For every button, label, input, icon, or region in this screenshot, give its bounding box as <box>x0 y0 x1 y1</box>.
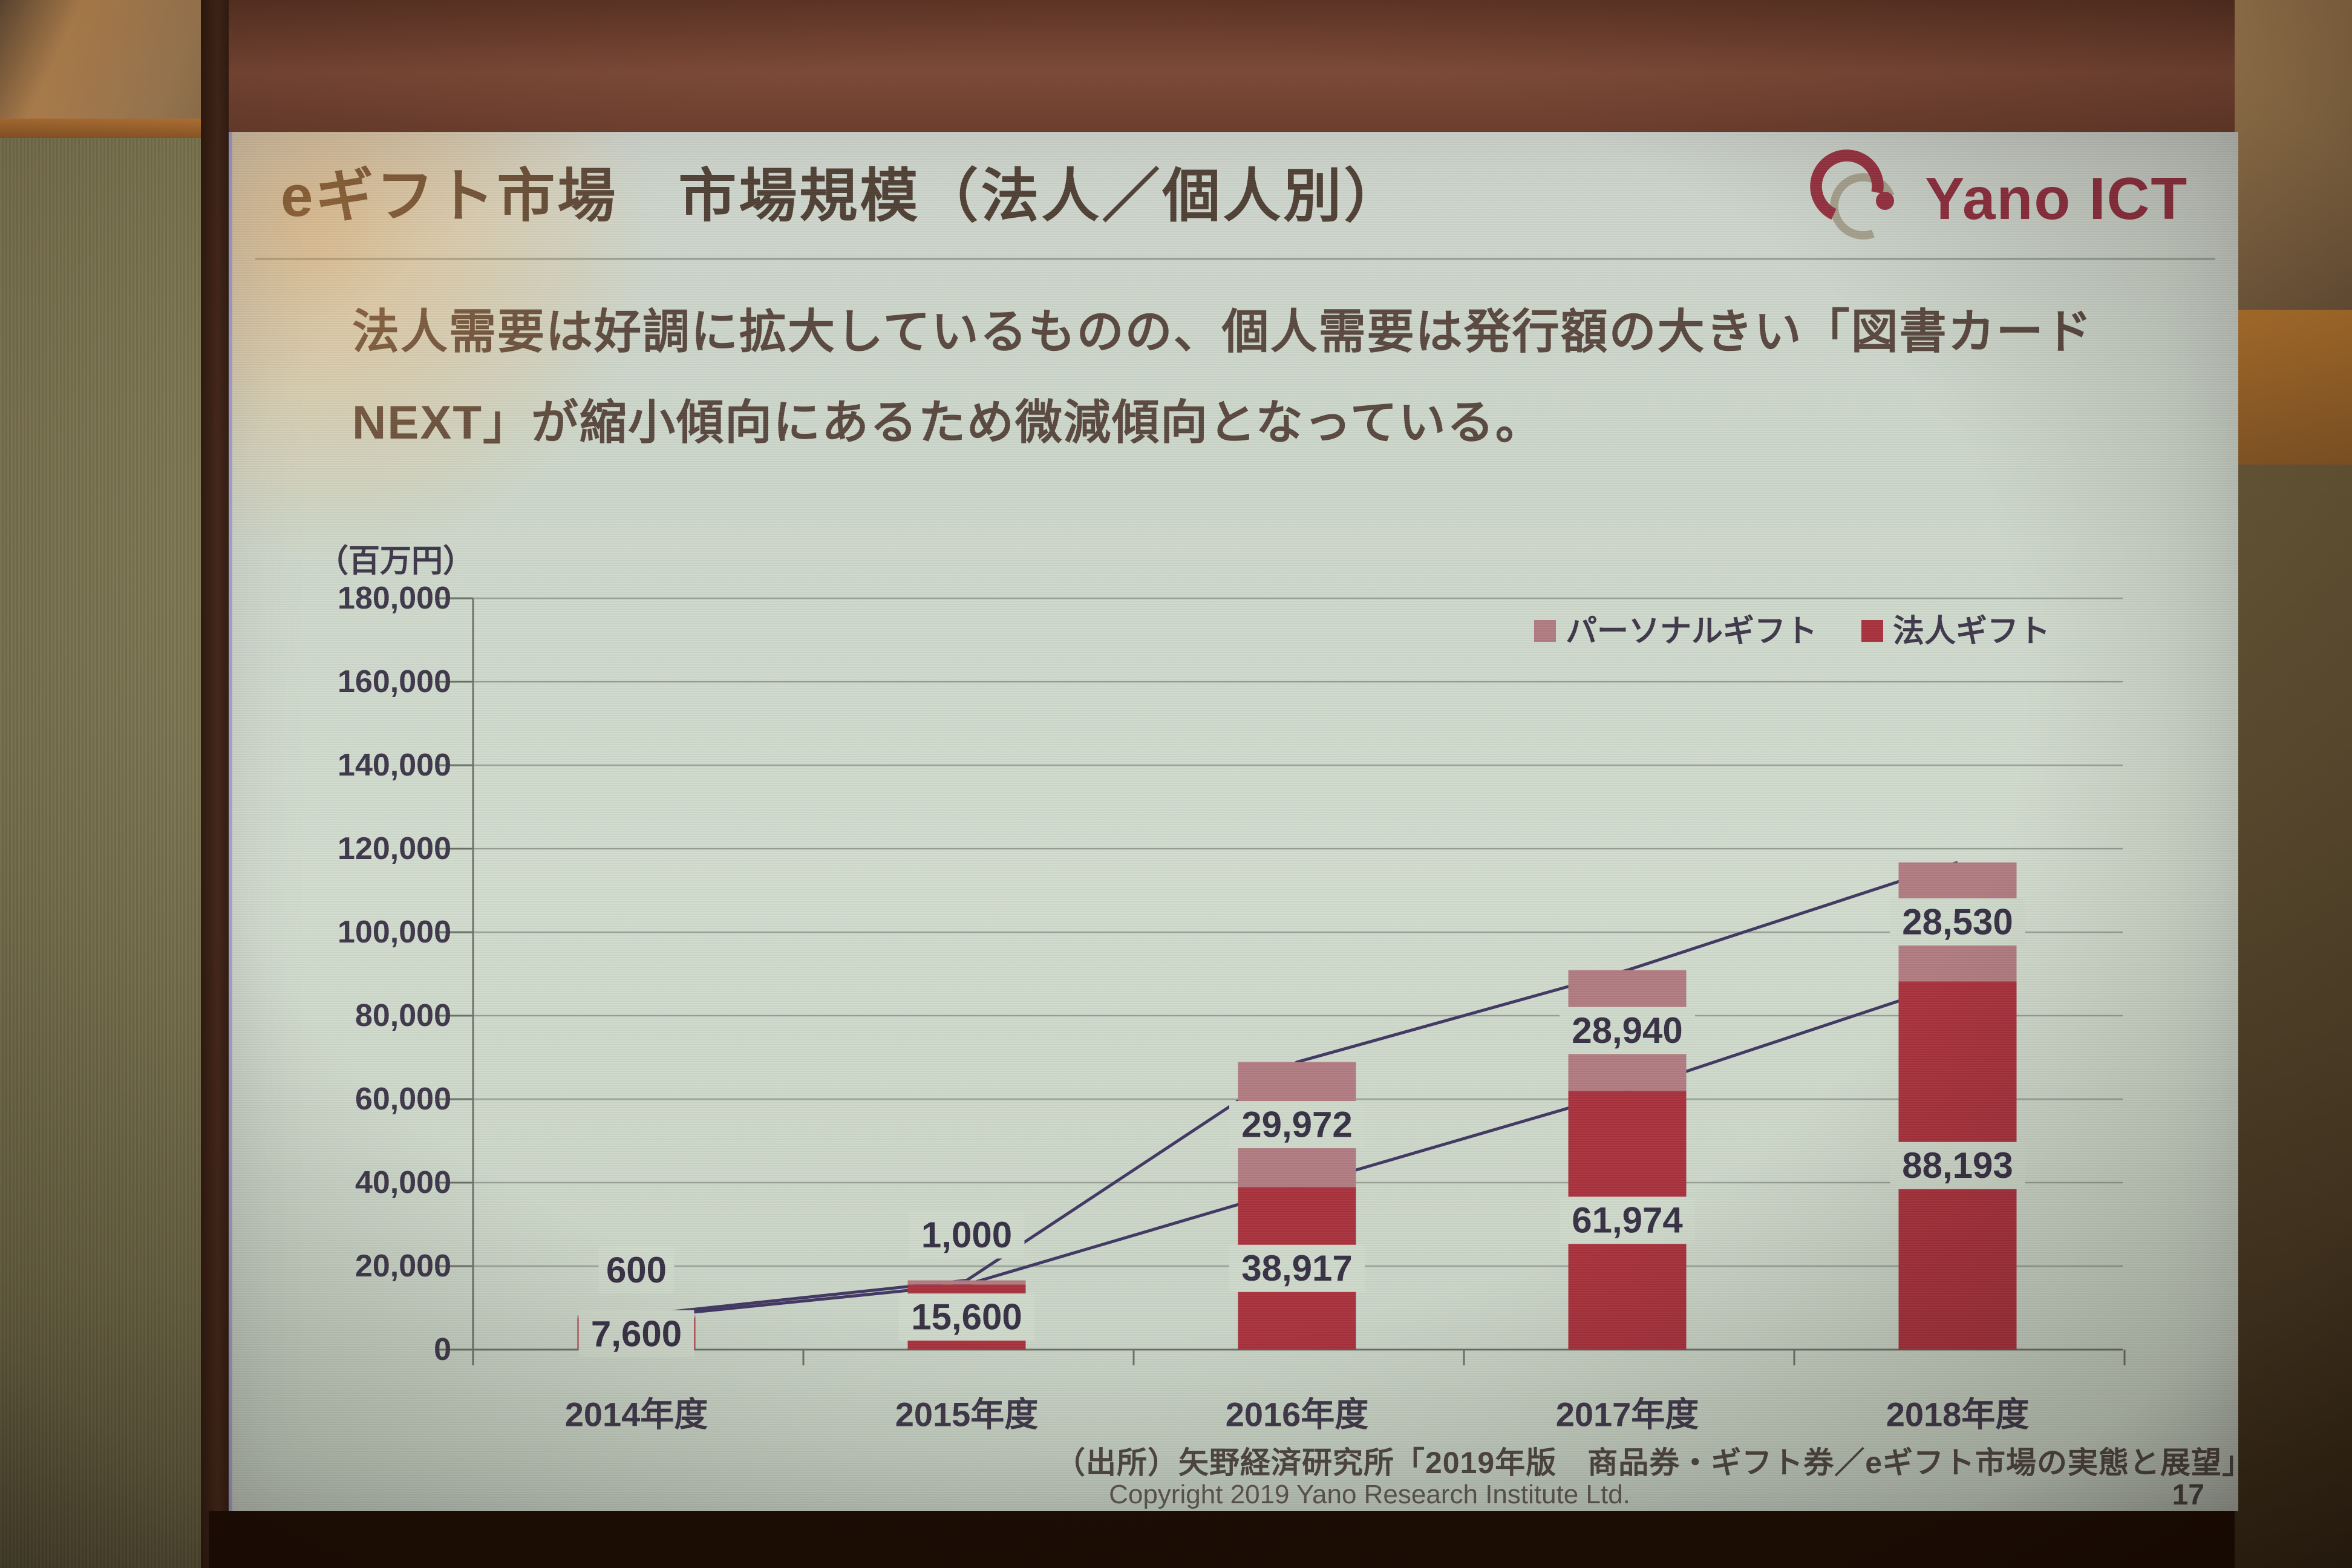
y-axis-label: 120,000 <box>338 831 451 866</box>
yano-ict-logo: Yano ICT <box>1805 143 2223 255</box>
title-divider <box>255 258 2215 260</box>
projected-slide: eギフト市場 市場規模（法人／個人別） Yano ICT 法人需要は好調に拡大し… <box>229 132 2253 1511</box>
legend-swatch <box>1861 620 1883 642</box>
category-label: 2018年度 <box>1886 1396 2030 1434</box>
bar-personal-gift <box>907 1280 1026 1285</box>
wall-beam-right <box>2235 310 2352 465</box>
page-number: 17 <box>2172 1479 2204 1511</box>
slide-title: eギフト市場 市場規模（法人／個人別） <box>281 164 1405 229</box>
y-axis-label: 80,000 <box>355 998 451 1033</box>
category-label: 2015年度 <box>895 1396 1039 1434</box>
y-axis-label: 100,000 <box>338 915 451 950</box>
data-label: 1,000 <box>921 1215 1012 1255</box>
category-label: 2017年度 <box>1556 1396 1699 1434</box>
copyright-text: Copyright 2019 Yano Research Institute L… <box>1109 1480 1630 1509</box>
logo-wordmark: Yano ICT <box>1925 165 2189 232</box>
category-label: 2016年度 <box>1226 1396 1369 1434</box>
dark-pillar-left <box>201 0 229 1568</box>
summary-text-line-2: NEXT」が縮小傾向にあるため微減傾向となっている。 <box>352 396 1544 449</box>
ceiling-texture-right <box>2235 0 2352 310</box>
y-axis-label: 180,000 <box>338 581 451 616</box>
y-axis-label: 0 <box>434 1332 451 1367</box>
legend-item-label: 法人ギフト <box>1893 614 2050 649</box>
y-axis-label: 20,000 <box>355 1249 451 1284</box>
unit-label: （百万円） <box>317 544 474 579</box>
category-label: 2014年度 <box>565 1396 708 1434</box>
legend-item-label: パーソナルギフト <box>1566 614 1817 649</box>
y-axis-label: 40,000 <box>355 1165 451 1200</box>
y-axis-label: 60,000 <box>355 1082 451 1117</box>
wall-band-above-screen <box>229 0 2235 132</box>
yano-swirl-icon <box>1810 149 1896 240</box>
data-label: 28,530 <box>1902 902 2013 942</box>
wall-right <box>2235 465 2352 1568</box>
data-label: 7,600 <box>591 1313 682 1354</box>
chart-svg: 0 20,000 40,000 60,000 80,000 100,000 120,000 1… <box>317 544 2126 1434</box>
source-citation: （出所）矢野経済研究所「2019年版 商品券・ギフト券／eギフト市場の実態と展望… <box>1055 1446 2253 1480</box>
y-axis-label: 140,000 <box>338 748 451 783</box>
stacked-bar-chart: 0 20,000 40,000 60,000 80,000 100,000 120,000 1… <box>232 471 2238 1463</box>
summary-text-line-1: 法人需要は好調に拡大しているものの、個人需要は発行額の大きい「図書カード <box>352 305 2093 358</box>
y-axis-label: 160,000 <box>338 664 451 699</box>
data-label: 600 <box>606 1250 667 1290</box>
wall-band-below-screen <box>209 1511 2235 1568</box>
data-label: 28,940 <box>1572 1010 1683 1051</box>
data-label: 88,193 <box>1902 1145 2013 1186</box>
data-label: 61,974 <box>1572 1200 1683 1241</box>
legend-swatch <box>1534 620 1556 642</box>
data-label: 38,917 <box>1241 1248 1353 1289</box>
data-label: 29,972 <box>1241 1105 1353 1145</box>
olive-wall-left <box>0 138 201 1568</box>
data-label: 15,600 <box>911 1297 1022 1338</box>
